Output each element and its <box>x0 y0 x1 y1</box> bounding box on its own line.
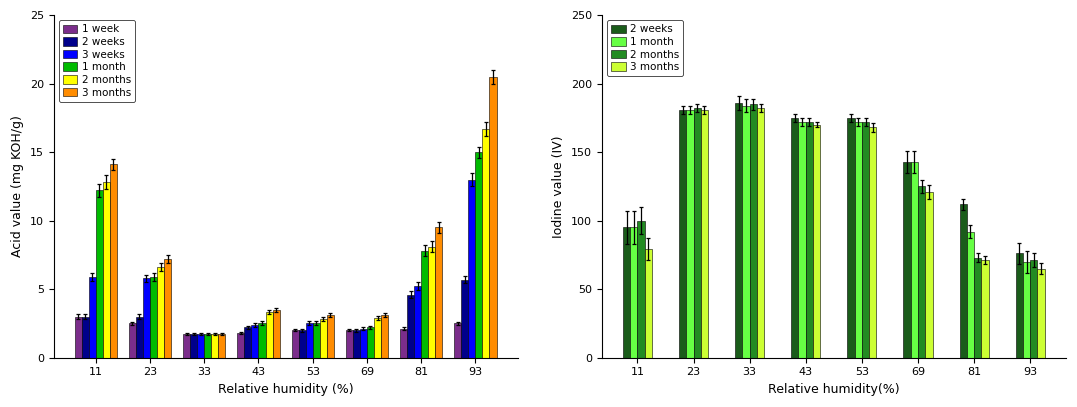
Bar <box>360 329 367 358</box>
Bar <box>251 325 258 358</box>
Bar <box>904 162 911 358</box>
Bar <box>854 122 862 358</box>
Bar <box>489 77 496 358</box>
Bar <box>925 192 933 358</box>
Bar <box>792 118 798 358</box>
Bar <box>266 313 272 358</box>
Bar <box>353 330 360 358</box>
Bar <box>197 334 205 358</box>
Bar <box>244 328 251 358</box>
Bar <box>461 280 468 358</box>
Bar <box>1037 269 1045 358</box>
Bar <box>258 323 266 358</box>
Bar <box>415 287 421 358</box>
Bar <box>686 109 694 358</box>
Bar <box>400 329 407 358</box>
Bar <box>292 330 298 358</box>
Y-axis label: Iodine value (IV): Iodine value (IV) <box>553 135 565 238</box>
Bar <box>205 334 211 358</box>
Bar <box>701 109 709 358</box>
Y-axis label: Acid value (mg KOH/g): Acid value (mg KOH/g) <box>11 116 24 257</box>
Bar <box>326 315 334 358</box>
Bar <box>143 278 150 358</box>
Bar <box>191 334 197 358</box>
Bar <box>918 186 925 358</box>
Bar <box>164 259 171 358</box>
Bar <box>82 317 88 358</box>
Bar <box>157 267 164 358</box>
Bar <box>638 221 645 358</box>
Bar <box>750 104 757 358</box>
Bar <box>645 249 652 358</box>
Bar <box>183 334 191 358</box>
Bar <box>381 315 388 358</box>
Bar <box>911 162 918 358</box>
Bar <box>435 228 443 358</box>
Bar <box>129 323 136 358</box>
Bar <box>96 190 102 358</box>
Bar <box>88 277 96 358</box>
Bar <box>630 228 638 358</box>
Bar <box>429 247 435 358</box>
Bar <box>742 105 750 358</box>
Legend: 2 weeks, 1 month, 2 months, 3 months: 2 weeks, 1 month, 2 months, 3 months <box>607 20 683 77</box>
Bar <box>981 260 989 358</box>
Bar <box>960 204 967 358</box>
Bar <box>110 164 117 358</box>
Bar <box>806 122 813 358</box>
Bar <box>306 323 312 358</box>
Bar <box>694 108 701 358</box>
Bar <box>1023 262 1031 358</box>
X-axis label: Relative humidity (%): Relative humidity (%) <box>218 383 353 396</box>
Bar <box>346 330 353 358</box>
Bar <box>454 323 461 358</box>
Bar <box>421 251 429 358</box>
Bar <box>482 129 489 358</box>
Legend: 1 week, 2 weeks, 3 weeks, 1 month, 2 months, 3 months: 1 week, 2 weeks, 3 weeks, 1 month, 2 mon… <box>59 20 135 102</box>
Bar <box>848 118 854 358</box>
Bar <box>136 317 143 358</box>
Bar <box>74 317 82 358</box>
Bar <box>1031 260 1037 358</box>
Bar <box>468 179 475 358</box>
Bar <box>219 334 225 358</box>
Bar <box>150 277 157 358</box>
Bar <box>312 323 320 358</box>
Bar <box>374 318 381 358</box>
Bar <box>1016 254 1023 358</box>
Bar <box>869 127 877 358</box>
Bar <box>967 232 974 358</box>
Bar <box>407 295 415 358</box>
Bar <box>237 333 244 358</box>
Bar <box>974 258 981 358</box>
Bar <box>211 334 219 358</box>
Bar <box>475 152 482 358</box>
Bar <box>272 310 280 358</box>
Bar <box>367 328 374 358</box>
Bar <box>798 122 806 358</box>
Bar <box>320 319 326 358</box>
Bar <box>757 108 765 358</box>
Bar <box>298 330 306 358</box>
Bar <box>623 228 630 358</box>
Bar <box>862 122 869 358</box>
X-axis label: Relative humidity(%): Relative humidity(%) <box>768 383 899 396</box>
Bar <box>102 182 110 358</box>
Bar <box>736 103 742 358</box>
Bar <box>679 109 686 358</box>
Bar <box>813 125 821 358</box>
